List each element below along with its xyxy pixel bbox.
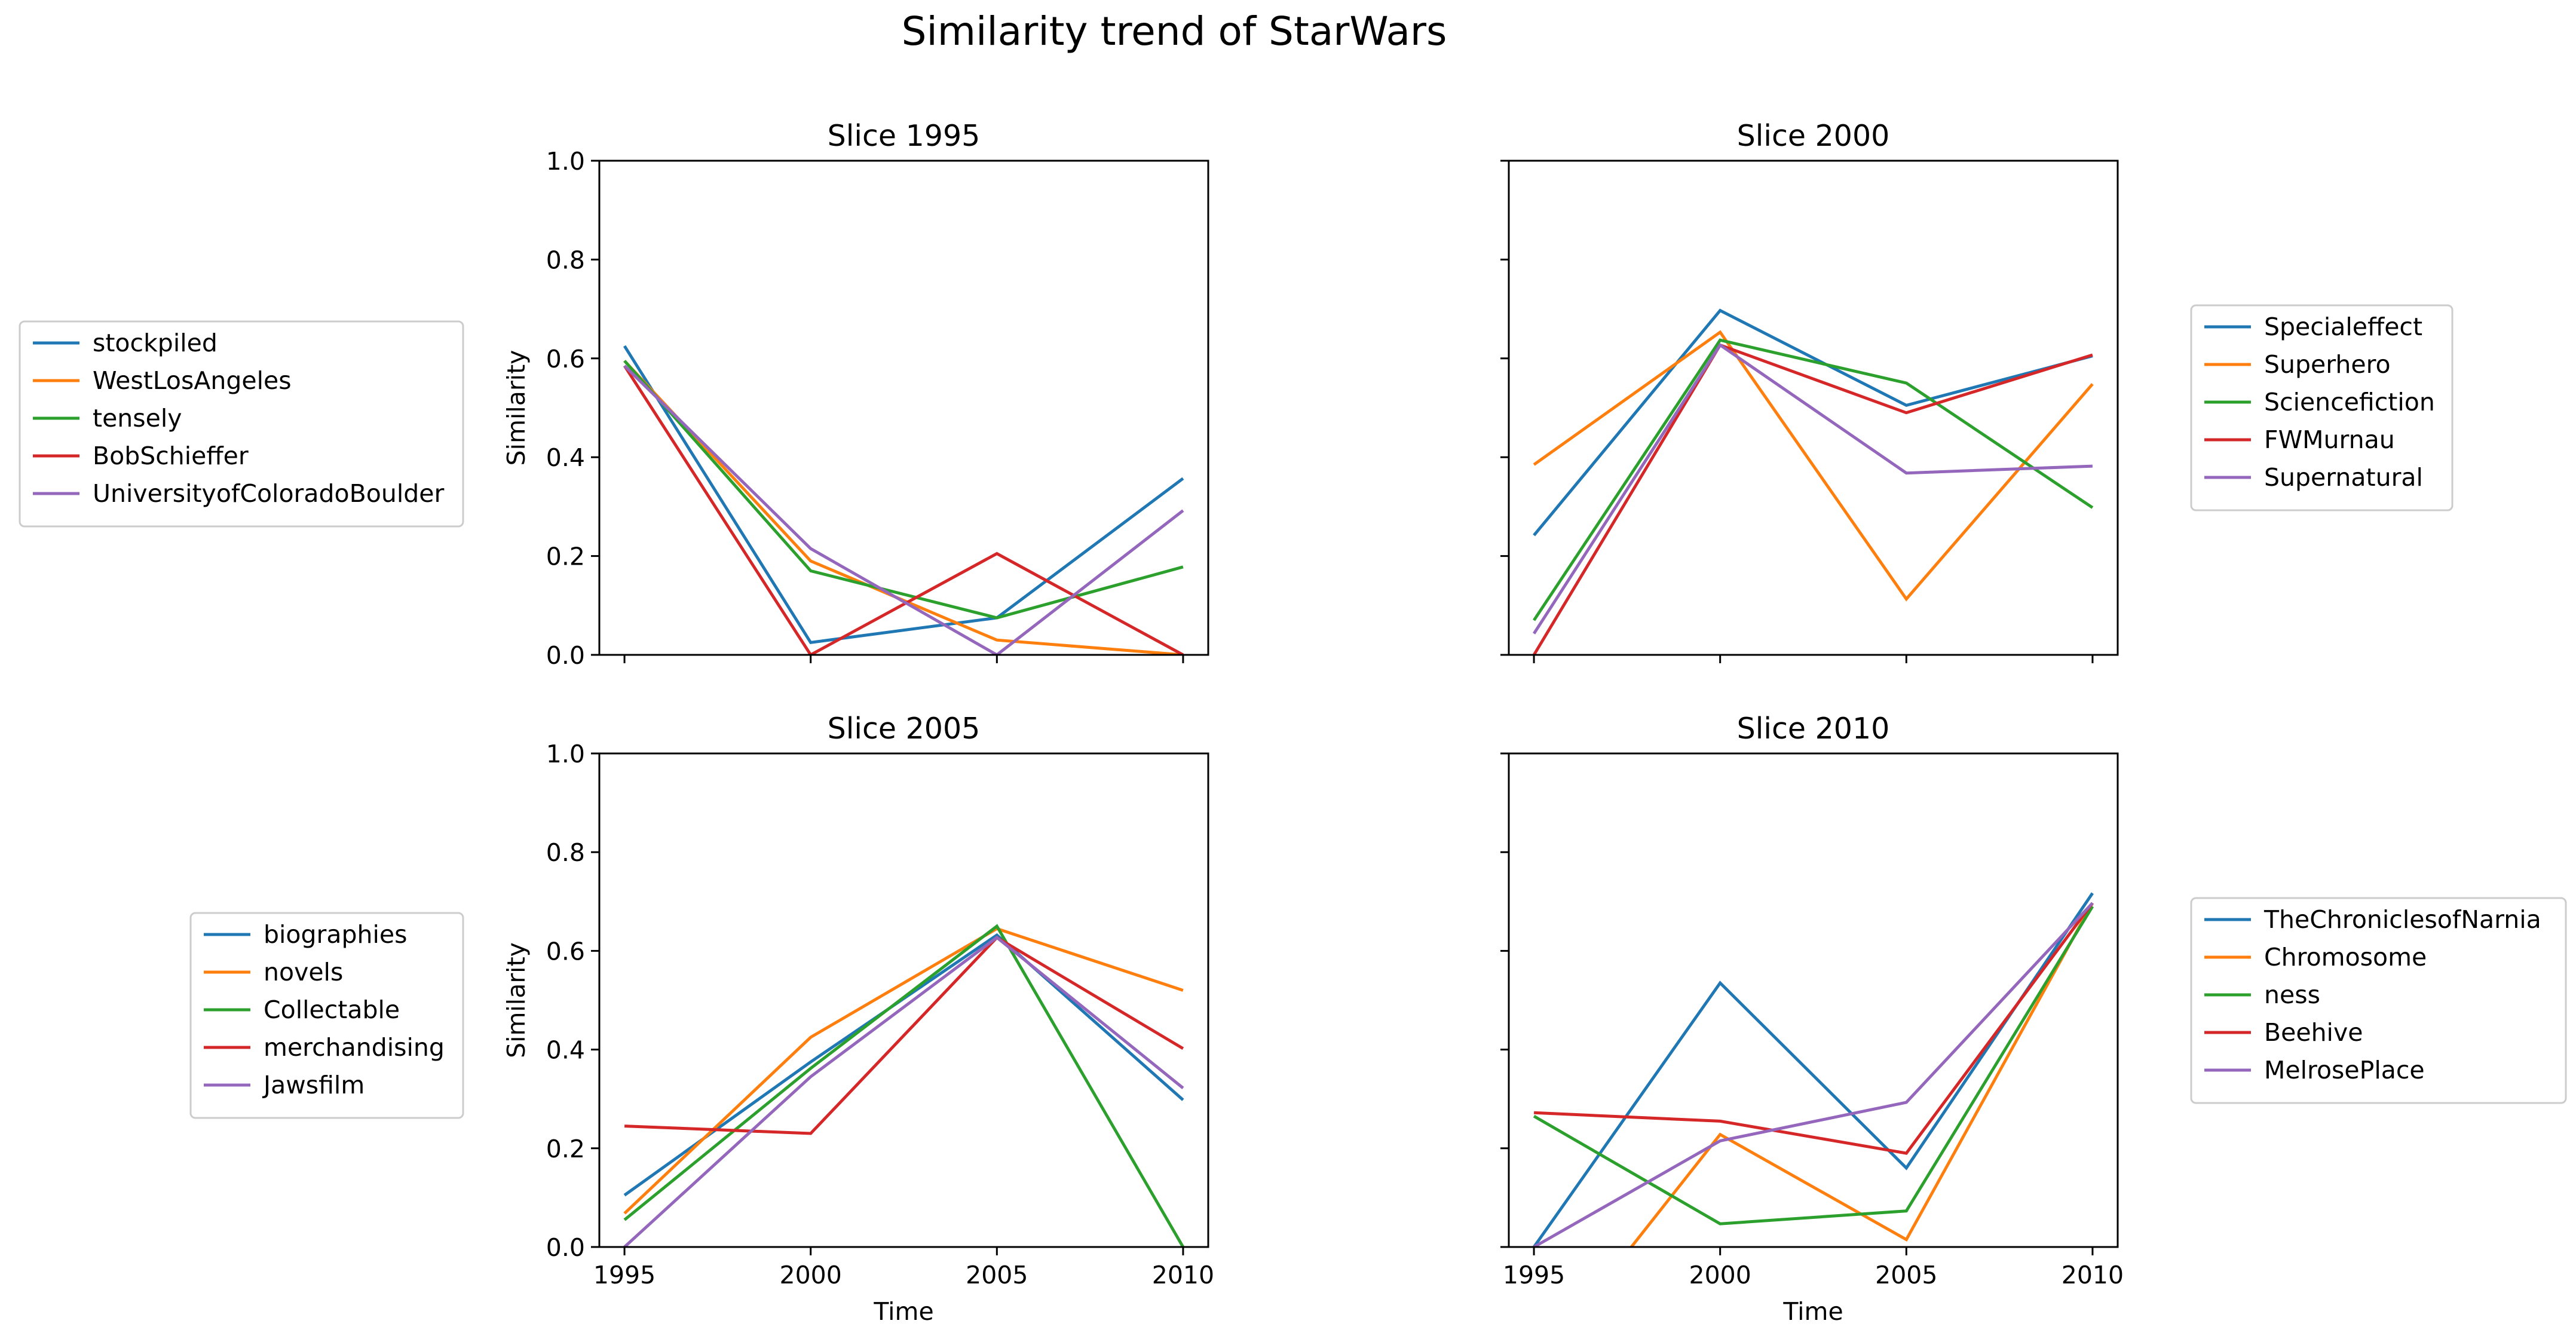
series-line-stockpiled [623, 345, 1184, 644]
legend-label: ness [2264, 980, 2320, 1009]
subplot-3: 0.0 0.2 0.4 0.6 0.8 1.0 1995 2000 2005 2010 Slice … [189, 712, 1214, 1326]
axes-frame [598, 160, 1209, 656]
y-tick-label: 0.4 [546, 443, 585, 472]
legend-frame [19, 320, 464, 528]
subplot-1: 0.0 0.2 0.4 0.6 0.8 1.0 Slice 1995 Similarity st… [19, 119, 1209, 670]
series-line-ness [1533, 905, 2094, 1225]
x-tick-label: 1995 [593, 1261, 656, 1289]
subplot-title: Slice 2005 [828, 712, 981, 746]
y-tick-label: 0.2 [546, 543, 585, 571]
axes-frame [598, 752, 1209, 1248]
legend-label: Sciencefiction [2264, 388, 2435, 416]
y-tick-label: 0.6 [546, 937, 585, 966]
series-line-tensely [623, 360, 1184, 620]
series-line-UniversityofColoradoBoulder [623, 364, 1184, 655]
legend-label: Chromosome [2264, 943, 2427, 972]
x-tick-label: 2010 [1152, 1261, 1214, 1289]
subplot-title: Slice 2010 [1737, 712, 1890, 746]
subplot-2: Slice 2000 Specialeffect Superhero Sciencef… [1500, 119, 2454, 663]
legend-label: tensely [93, 404, 182, 433]
legend-label: novels [264, 958, 343, 986]
legend-label: FWMurnau [2264, 425, 2395, 454]
series-line-MelrosePlace [1533, 902, 2094, 1247]
legend: Specialeffect Superhero Sciencefiction FWMu… [2190, 304, 2454, 511]
legend-label: WestLosAngeles [93, 366, 292, 395]
legend-label: biographies [264, 920, 408, 949]
series-line-Jawsfilm [623, 935, 1184, 1247]
legend-label: stockpiled [93, 329, 218, 357]
subplot-title: Slice 2000 [1737, 119, 1890, 153]
y-tick-label: 0.8 [546, 246, 585, 274]
series-line-FWMurnau [1532, 343, 2093, 655]
y-tick-label: 0.0 [546, 641, 585, 670]
series-line-novels [623, 927, 1184, 1215]
axes-frame [1508, 752, 2119, 1248]
subplots: 0.0 0.2 0.4 0.6 0.8 1.0 Slice 1995 Similarity st… [19, 119, 2567, 1326]
axes-frame [1508, 160, 2119, 656]
x-tick-label: 2010 [2062, 1261, 2124, 1289]
series-line-Superhero [1533, 330, 2094, 602]
legend-label: MelrosePlace [2264, 1056, 2425, 1084]
legend-frame [189, 912, 464, 1119]
y-tick-label: 0.2 [546, 1135, 585, 1163]
series-line-Sciencefiction [1533, 338, 2094, 621]
legend: TheChroniclesofNarnia Chromosome ness Beehi… [2190, 897, 2567, 1104]
series-line-BobSchieffer [623, 364, 1184, 655]
legend-label: Jawsfilm [262, 1071, 365, 1099]
x-tick-label: 2005 [966, 1261, 1028, 1289]
y-axis-label: Similarity [502, 942, 531, 1058]
legend-label: Superhero [2264, 350, 2391, 379]
y-tick-label: 0.4 [546, 1036, 585, 1065]
legend-label: TheChroniclesofNarnia [2263, 905, 2541, 934]
y-tick-label: 0.8 [546, 838, 585, 867]
x-tick-label: 2000 [1689, 1261, 1751, 1289]
y-tick-label: 1.0 [546, 147, 585, 176]
legend: stockpiled WestLosAngeles tensely BobSchief… [19, 320, 464, 528]
y-tick-label: 1.0 [546, 740, 585, 768]
x-tick-label: 1995 [1503, 1261, 1565, 1289]
series-line-Specialeffect [1533, 308, 2093, 537]
y-tick-label: 0.0 [546, 1233, 585, 1262]
legend-label: Supernatural [2264, 463, 2423, 492]
legend-frame [2190, 304, 2454, 511]
legend-label: BobSchieffer [93, 442, 249, 470]
legend-label: Collectable [264, 995, 400, 1024]
x-axis-label: Time [1782, 1297, 1843, 1326]
x-axis-label: Time [873, 1297, 933, 1326]
series-line-Supernatural [1532, 342, 2093, 635]
series-line-Collectable [623, 924, 1185, 1247]
series-line-merchandising [624, 935, 1184, 1135]
x-tick-label: 2005 [1875, 1261, 1937, 1289]
legend-frame [2190, 897, 2567, 1104]
y-axis-label: Similarity [502, 350, 531, 466]
series-line-Beehive [1533, 902, 2094, 1155]
legend-label: UniversityofColoradoBoulder [93, 479, 444, 508]
series-line-Chromosome [1629, 902, 2094, 1247]
figure-title: Similarity trend of StarWars [902, 8, 1447, 54]
y-tick-label: 0.6 [546, 345, 585, 373]
legend-label: merchandising [264, 1033, 445, 1062]
subplot-title: Slice 1995 [828, 119, 981, 153]
subplot-4: 1995 2000 2005 2010 Slice 2010 Time TheChronic… [1500, 712, 2567, 1326]
legend-label: Beehive [2264, 1018, 2363, 1047]
x-tick-label: 2000 [780, 1261, 842, 1289]
legend: biographies novels Collectable merchandisin… [189, 912, 464, 1119]
legend-label: Specialeffect [2264, 312, 2422, 341]
